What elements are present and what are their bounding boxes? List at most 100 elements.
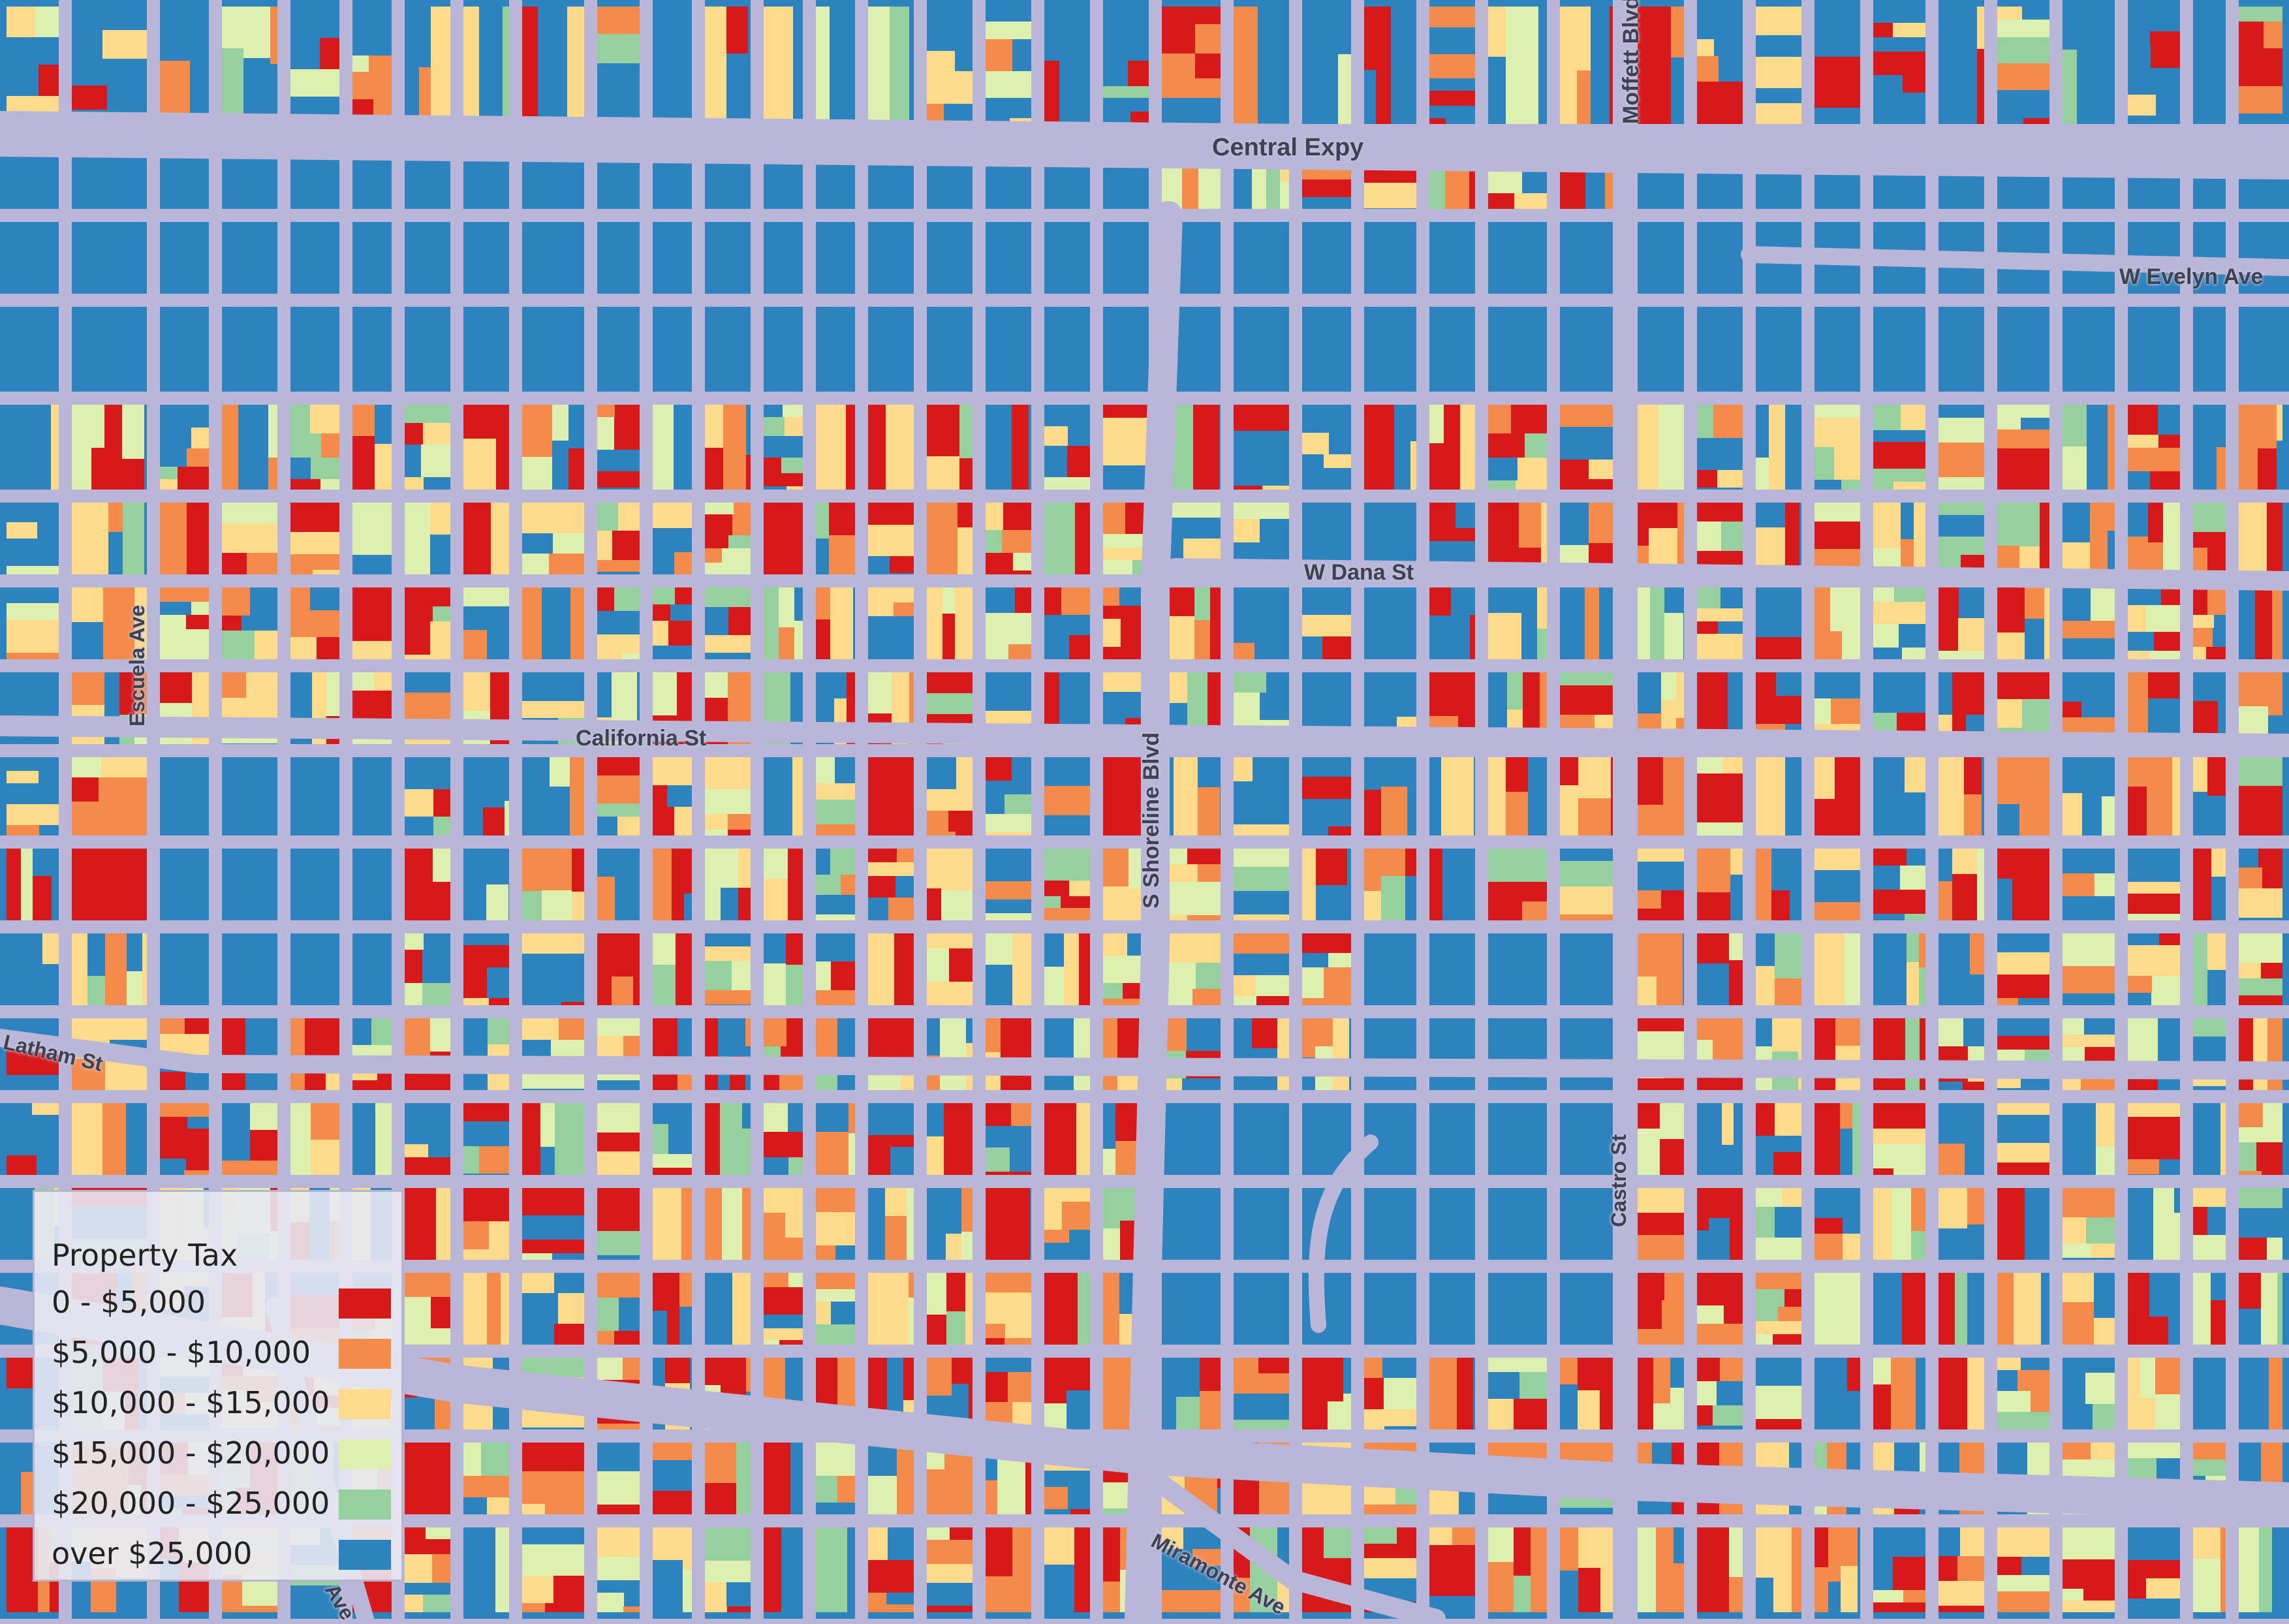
parcel bbox=[927, 456, 959, 490]
parcel bbox=[1756, 587, 1801, 613]
parcel bbox=[816, 1476, 837, 1503]
parcel bbox=[1724, 1273, 1743, 1305]
parcel bbox=[1721, 522, 1743, 551]
parcel bbox=[1970, 975, 1984, 1005]
parcel bbox=[2258, 849, 2282, 867]
parcel bbox=[1446, 118, 1475, 124]
parcel bbox=[1939, 672, 1952, 715]
parcel bbox=[1814, 76, 1860, 108]
parcel bbox=[1411, 7, 1416, 124]
parcel bbox=[2128, 405, 2158, 435]
parcel bbox=[1769, 405, 1785, 490]
parcel bbox=[1560, 886, 1619, 914]
parcel bbox=[7, 1230, 35, 1260]
parcel bbox=[522, 1240, 584, 1253]
parcel bbox=[788, 1157, 803, 1175]
parcel bbox=[7, 503, 59, 522]
parcel bbox=[1589, 503, 1616, 543]
parcel bbox=[2158, 1018, 2178, 1090]
parcel bbox=[829, 503, 855, 535]
road-central-expy bbox=[0, 111, 2289, 180]
parcel bbox=[1916, 1358, 1925, 1389]
parcel bbox=[72, 849, 86, 920]
parcel bbox=[317, 637, 339, 659]
parcel bbox=[1364, 170, 1416, 183]
parcel bbox=[927, 888, 941, 920]
parcel bbox=[1911, 1231, 1925, 1260]
parcel bbox=[653, 1018, 677, 1090]
parcel bbox=[1174, 757, 1198, 835]
parcel bbox=[1560, 685, 1619, 715]
parcel bbox=[2063, 1018, 2084, 1035]
parcel bbox=[986, 881, 1031, 899]
parcel bbox=[2022, 699, 2049, 728]
parcel bbox=[2014, 1316, 2041, 1345]
parcel bbox=[1997, 1103, 2049, 1115]
parcel bbox=[1653, 1358, 1670, 1403]
parcel bbox=[2259, 1527, 2272, 1612]
parcel bbox=[1997, 1115, 2049, 1143]
parcel bbox=[568, 448, 584, 490]
parcel bbox=[554, 1324, 584, 1345]
parcel bbox=[2128, 651, 2150, 659]
parcel bbox=[352, 55, 369, 72]
parcel bbox=[2213, 628, 2226, 647]
parcel bbox=[1756, 57, 1775, 88]
parcel bbox=[1103, 886, 1129, 920]
street-label-w-dana-st: W Dana St bbox=[1304, 560, 1414, 585]
parcel bbox=[705, 830, 728, 835]
parcel bbox=[1722, 1145, 1734, 1175]
parcel bbox=[222, 1161, 241, 1175]
parcel bbox=[1234, 486, 1262, 490]
parcel bbox=[1843, 1188, 1860, 1218]
parcel bbox=[2207, 933, 2226, 970]
parcel bbox=[1939, 1273, 1955, 1345]
parcel bbox=[986, 849, 1031, 881]
parcel bbox=[2239, 1171, 2262, 1175]
parcel bbox=[868, 862, 914, 876]
legend-item: 0 - $5,000 bbox=[52, 1285, 391, 1324]
parcel bbox=[1772, 1018, 1798, 1052]
parcel bbox=[597, 1443, 640, 1471]
parcel bbox=[1873, 469, 1925, 482]
parcel bbox=[986, 553, 1013, 570]
parcel bbox=[1955, 405, 1984, 418]
parcel bbox=[764, 1188, 803, 1213]
parcel bbox=[2063, 1601, 2115, 1612]
parcel bbox=[2063, 717, 2086, 729]
parcel bbox=[2128, 1358, 2140, 1429]
parcel bbox=[986, 1324, 1005, 1338]
parcel bbox=[959, 458, 973, 490]
parcel bbox=[2012, 849, 2029, 920]
parcel bbox=[87, 933, 105, 976]
parcel bbox=[959, 405, 973, 458]
parcel bbox=[721, 849, 738, 888]
parcel bbox=[1841, 1527, 1858, 1566]
parcel bbox=[597, 1593, 624, 1606]
parcel bbox=[2193, 792, 2207, 835]
parcel bbox=[290, 610, 339, 637]
parcel bbox=[597, 804, 640, 817]
parcel bbox=[1873, 7, 1925, 23]
parcel bbox=[2239, 114, 2282, 124]
parcel bbox=[2025, 587, 2044, 619]
parcel bbox=[986, 1224, 1004, 1260]
map-legend: Property Tax 0 - $5,000 $5,000 - $10,000… bbox=[33, 1190, 403, 1582]
parcel bbox=[1103, 606, 1149, 619]
parcel bbox=[463, 998, 489, 1005]
parcel bbox=[1661, 672, 1676, 700]
parcel bbox=[405, 606, 433, 621]
parcel bbox=[522, 954, 584, 977]
parcel bbox=[424, 933, 450, 950]
parcel bbox=[653, 933, 676, 965]
parcel bbox=[178, 479, 209, 490]
parcel bbox=[7, 1330, 31, 1342]
parcel bbox=[705, 635, 751, 653]
parcel bbox=[927, 982, 973, 1005]
parcel bbox=[2017, 1370, 2049, 1391]
parcel bbox=[2128, 894, 2180, 914]
parcel bbox=[1076, 1138, 1090, 1175]
parcel bbox=[1488, 405, 1511, 433]
parcel bbox=[1901, 503, 1914, 539]
